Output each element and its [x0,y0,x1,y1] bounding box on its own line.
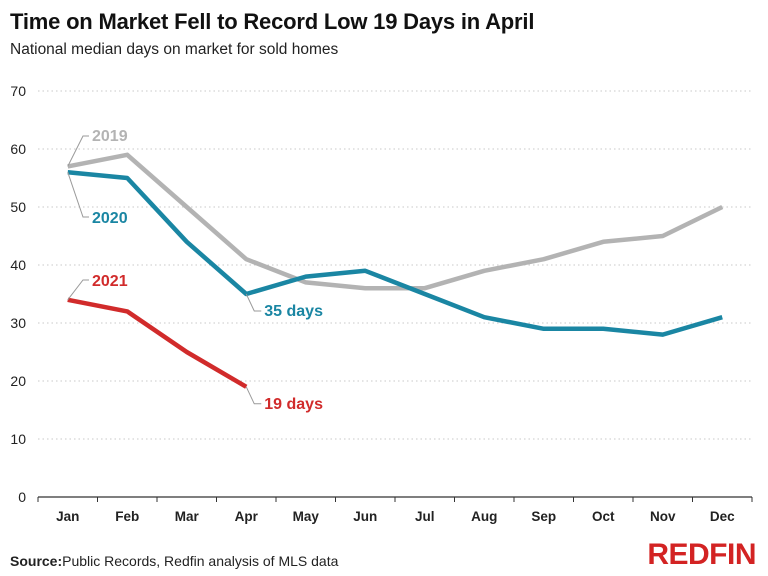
annotation-2020: 35 days [264,303,323,320]
x-tick-label-jan: Jan [56,509,79,524]
annotation-leader-2021 [245,386,262,405]
source-note: Source:Public Records, Redfin analysis o… [10,553,338,569]
x-tick-label-mar: Mar [175,509,200,524]
annotation-leader-2020 [245,293,262,312]
x-axis: Jan Feb Mar Apr May Jun Jul Aug Sep Oct Nov Dec [37,496,753,524]
y-tick-label-50: 50 [10,199,26,215]
y-tick-label-60: 60 [10,141,26,157]
x-tick-label-may: May [293,509,320,524]
y-tick-label-0: 0 [18,489,26,505]
chart-title: Time on Market Fell to Record Low 19 Day… [10,9,535,34]
x-tick-label-oct: Oct [592,509,615,524]
chart-subtitle: National median days on market for sold … [10,41,339,58]
leader-line-2020 [67,172,89,218]
x-tick-label-dec: Dec [710,509,735,524]
series-line-2020 [67,169,723,337]
x-tick-label-apr: Apr [235,509,259,524]
x-tick-label-nov: Nov [650,509,676,524]
redfin-logo: REDFIN [647,538,756,571]
annotation-2021: 19 days [264,396,323,413]
series-label-2019: 2019 [92,128,128,145]
x-tick-label-feb: Feb [115,509,139,524]
series-labels: 2019 2020 2021 35 days 19 days [67,128,323,413]
y-tick-label-30: 30 [10,315,26,331]
x-tick-label-aug: Aug [471,509,497,524]
x-tick-label-sep: Sep [531,509,556,524]
leader-line-2021 [67,279,89,301]
y-tick-label-40: 40 [10,257,26,273]
x-tick-label-jun: Jun [353,509,377,524]
y-axis: 0 10 20 30 40 50 60 70 [10,83,26,505]
series-line-2019 [67,152,724,291]
series-lines [67,152,724,389]
source-label: Source: [10,553,63,569]
series-label-2021: 2021 [92,273,128,290]
y-tick-label-70: 70 [10,83,26,99]
series-line-2021 [67,297,248,389]
y-tick-label-20: 20 [10,373,26,389]
series-label-2020: 2020 [92,210,128,227]
gridlines [38,90,752,440]
source-text: Public Records, Redfin analysis of MLS d… [62,553,339,569]
y-tick-label-10: 10 [10,431,26,447]
leader-line-2019 [67,135,89,167]
x-tick-label-jul: Jul [415,509,435,524]
